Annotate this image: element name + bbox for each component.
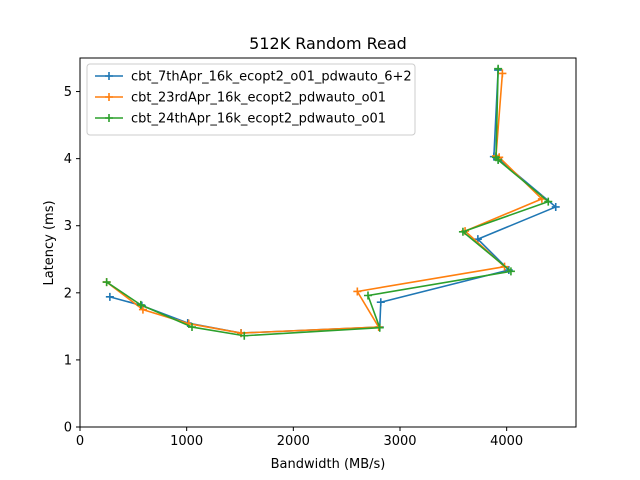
series-group	[102, 64, 560, 340]
data-point-marker	[353, 287, 362, 296]
legend-swatch-marker	[105, 114, 113, 122]
x-axis-label: Bandwidth (MB/s)	[271, 457, 386, 472]
data-point-marker	[376, 298, 385, 307]
data-point-marker	[498, 69, 507, 78]
data-point-marker	[364, 291, 372, 300]
legend-entry: cbt_7thApr_16k_ecopt2_o01_pdwauto_6+2	[95, 70, 412, 85]
y-tick-label: 2	[64, 286, 72, 301]
legend: cbt_7thApr_16k_ecopt2_o01_pdwauto_6+2cbt…	[86, 63, 416, 136]
plot-frame	[79, 57, 577, 428]
data-point-marker	[458, 227, 467, 236]
legend-label: cbt_7thApr_16k_ecopt2_o01_pdwauto_6+2	[131, 70, 412, 85]
legend-box	[86, 63, 416, 136]
data-point-marker	[240, 331, 249, 340]
x-tick-label: 0	[76, 434, 84, 449]
data-point-marker	[494, 64, 503, 73]
y-tick-label: 0	[64, 421, 72, 436]
data-point-marker	[492, 153, 500, 162]
x-tick-label: 1000	[170, 434, 203, 449]
legend-label: cbt_23rdApr_16k_ecopt2_pdwauto_o01	[131, 91, 386, 106]
y-tick-label: 3	[64, 219, 72, 234]
data-point-marker	[138, 305, 147, 314]
plot-area: 0 1000 2000 3000 4000 0 1 2 3 4 5 cbt_7thApr_16k_ec…	[64, 57, 577, 449]
y-axis-label: Latency (ms)	[42, 200, 57, 285]
y-tick-label: 5	[64, 85, 72, 100]
y-tick-label: 4	[64, 152, 72, 167]
data-point-marker	[375, 323, 384, 332]
data-point-marker	[506, 267, 515, 276]
x-tick-label: 4000	[490, 434, 523, 449]
data-point-marker	[188, 323, 196, 332]
chart-title: 512K Random Read	[249, 34, 407, 53]
data-point-marker	[544, 197, 553, 206]
legend-entry: cbt_23rdApr_16k_ecopt2_pdwauto_o01	[95, 91, 386, 106]
legend-label: cbt_24thApr_16k_ecopt2_pdwauto_o01	[131, 112, 386, 127]
data-point-marker	[102, 278, 111, 287]
data-point-marker	[551, 202, 560, 211]
x-tick-label: 2000	[277, 434, 310, 449]
data-point-marker	[136, 300, 145, 309]
legend-entry: cbt_24thApr_16k_ecopt2_pdwauto_o01	[95, 112, 386, 127]
legend-swatch-marker	[105, 72, 113, 80]
data-point-marker	[105, 292, 114, 301]
y-tick-label: 1	[64, 353, 72, 368]
x-tick-label: 3000	[383, 434, 416, 449]
legend-swatch-marker	[105, 93, 113, 101]
